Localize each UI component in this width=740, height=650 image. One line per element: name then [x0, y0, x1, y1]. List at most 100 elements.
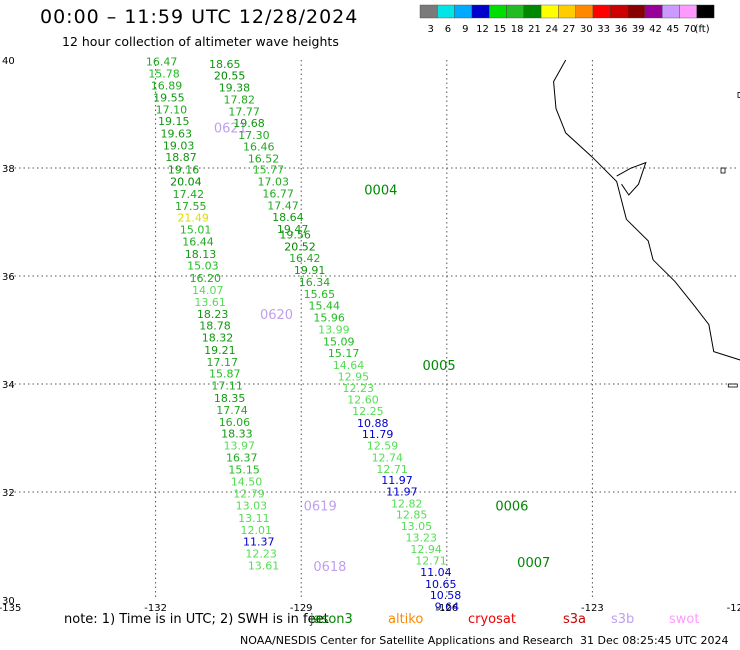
longitude-label: -126	[435, 603, 458, 612]
wave-height-value: 15.09	[323, 335, 355, 348]
mission-name: swot	[669, 612, 700, 627]
track-time-label: 0005	[423, 359, 456, 374]
wave-height-value: 13.05	[401, 520, 433, 533]
track-time-label: 0621	[214, 122, 247, 137]
generated-timestamp: 31 Dec 08:25:45 UTC 2024	[580, 634, 729, 647]
legend-tick-label: 45	[666, 24, 679, 35]
wave-height-value: 16.44	[182, 235, 214, 248]
wave-height-value: 15.78	[148, 68, 180, 81]
legend-tick-label: 3	[427, 24, 433, 35]
map-background	[10, 60, 738, 600]
wave-height-value: 21.49	[177, 212, 209, 225]
wave-height-value: 12.60	[347, 394, 379, 407]
mission-name: jason3	[310, 612, 353, 627]
legend-tick-label: 30	[580, 24, 593, 35]
wave-height-color-legend: 3 6 9 12 15 18 21 24 27 30 33 36 39 42 45 70(ft)	[419, 4, 715, 35]
wave-height-value: 12.23	[245, 548, 276, 561]
legend-tick-label: 42	[649, 24, 662, 35]
wave-height-value: 10.58	[430, 589, 462, 602]
wave-height-value: 15.96	[313, 312, 345, 325]
longitude-label: -135	[0, 603, 21, 612]
wave-height-value: 12.79	[233, 488, 265, 501]
wave-height-value: 17.55	[175, 200, 207, 213]
wave-height-value: 16.46	[243, 140, 275, 153]
wave-height-value: 11.97	[386, 485, 418, 498]
wave-height-value: 17.30	[238, 129, 270, 142]
wave-height-value: 18.64	[272, 211, 304, 224]
longitude-label: -129	[290, 603, 313, 612]
track-time-label: 0007	[517, 556, 550, 571]
wave-height-value: 16.20	[190, 272, 222, 285]
wave-height-value: 14.07	[192, 284, 224, 297]
wave-height-value: 19.68	[233, 117, 265, 130]
wave-height-value: 16.47	[146, 56, 178, 69]
wave-height-value: 12.94	[410, 543, 442, 556]
latitude-label: 32	[2, 488, 15, 499]
wave-height-value: 18.87	[165, 151, 197, 164]
wave-height-value: 15.17	[328, 347, 360, 360]
wave-height-value: 15.01	[180, 224, 212, 237]
track-time-label: 0004	[364, 184, 397, 199]
legend-tick-label: 9	[462, 24, 468, 35]
wave-height-value: 15.03	[187, 260, 219, 273]
longitude-label: -132	[144, 603, 167, 612]
wave-height-value: 17.03	[258, 176, 290, 189]
track-time-label: 0619	[304, 500, 337, 515]
wave-height-value: 17.82	[224, 93, 256, 106]
legend-swatch	[696, 4, 715, 19]
wave-height-value: 9.64	[435, 600, 460, 612]
wave-height-value: 14.50	[231, 476, 263, 489]
latitude-label: 36	[2, 272, 15, 283]
wave-height-value: 17.47	[267, 199, 299, 212]
legend-tick-label: 33	[597, 24, 610, 35]
wave-height-value: 13.99	[318, 323, 350, 336]
lake-outline	[737, 92, 740, 98]
wave-height-value: 13.03	[236, 500, 268, 513]
wave-height-value: 18.78	[199, 320, 231, 333]
latitude-label: 38	[2, 164, 15, 175]
longitude-label: -120	[727, 603, 740, 612]
track-time-label: 0618	[313, 560, 346, 575]
wave-height-value: 19.56	[279, 228, 311, 241]
legend-tick-label: 36	[615, 24, 628, 35]
wave-height-value: 12.01	[241, 524, 272, 537]
wave-height-value: 13.97	[224, 440, 256, 453]
wave-height-value: 15.44	[308, 300, 340, 313]
wave-height-value: 17.42	[173, 188, 205, 201]
wave-height-value: 18.32	[202, 332, 234, 345]
wave-height-value: 15.87	[209, 368, 241, 381]
wave-height-value: 11.97	[381, 474, 413, 487]
credit-line: NOAA/NESDIS Center for Satellite Applica…	[240, 634, 728, 647]
wave-height-value: 19.21	[204, 344, 236, 357]
wave-height-value: 16.42	[289, 252, 321, 265]
wave-height-value: 13.61	[194, 296, 226, 309]
map-title: 00:00 – 11:59 UTC 12/28/2024	[40, 6, 359, 28]
wave-height-value: 15.77	[253, 164, 285, 177]
footnote: note: 1) Time is in UTC; 2) SWH is in fe…	[64, 612, 329, 627]
mission-name: s3b	[611, 612, 635, 627]
legend-tick-label: 21	[528, 24, 541, 35]
longitude-label: -123	[581, 603, 604, 612]
latitude-label: 34	[2, 380, 15, 391]
wave-height-value: 17.10	[156, 104, 188, 117]
wave-height-value: 18.35	[214, 392, 246, 405]
wave-height-value: 14.64	[333, 359, 365, 372]
wave-height-value: 20.55	[214, 70, 246, 83]
wave-height-value: 13.61	[248, 559, 280, 572]
wave-height-value: 12.82	[391, 497, 423, 510]
wave-height-value: 10.88	[357, 417, 389, 430]
wave-height-value: 19.63	[160, 127, 192, 140]
wave-height-value: 19.47	[277, 223, 309, 236]
lake-outline	[720, 167, 726, 174]
map-subtitle: 12 hour collection of altimeter wave hei…	[62, 34, 339, 49]
wave-height-value: 16.52	[248, 152, 280, 165]
wave-height-value: 12.25	[352, 405, 384, 418]
wave-height-value: 16.89	[151, 79, 183, 92]
credit-text: NOAA/NESDIS Center for Satellite Applica…	[240, 634, 574, 647]
wave-height-value: 18.65	[209, 58, 241, 71]
legend-tick-label: 27	[563, 24, 576, 35]
legend-tick-label: 24	[545, 24, 558, 35]
mission-name: s3a	[563, 612, 587, 627]
wave-height-value: 16.06	[219, 416, 251, 429]
wave-height-value: 12.71	[376, 463, 408, 476]
